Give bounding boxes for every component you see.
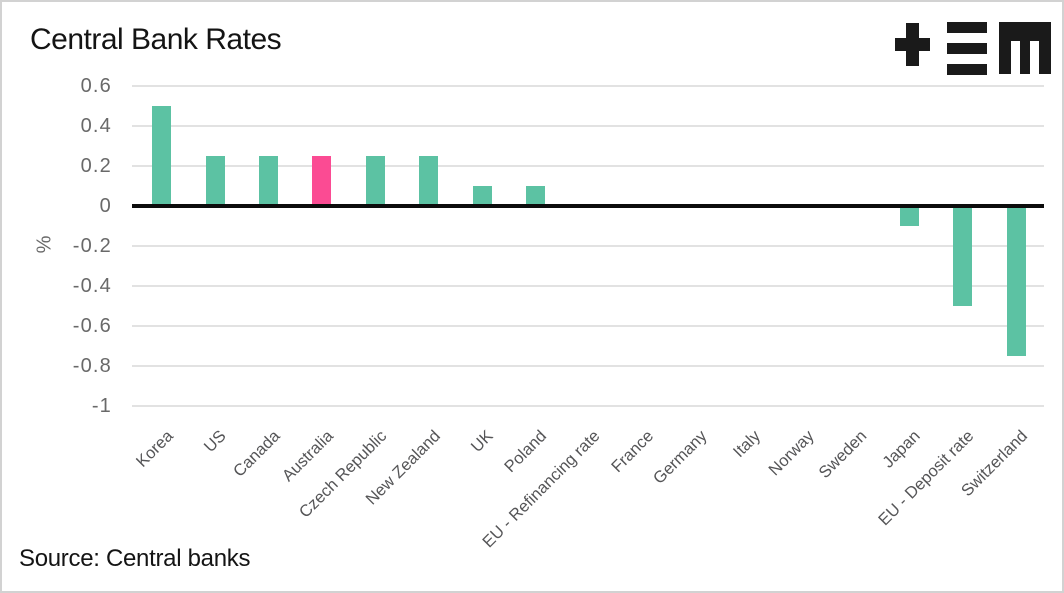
gridline xyxy=(132,405,1044,407)
x-label-poland: Poland xyxy=(501,427,551,477)
x-label-germany: Germany xyxy=(649,427,711,488)
bar-canada xyxy=(259,156,279,206)
y-tick-label: 0.2 xyxy=(80,155,112,177)
bar-switzerland xyxy=(1006,206,1026,356)
bar-poland xyxy=(526,186,546,206)
x-label-sweden: Sweden xyxy=(815,427,871,482)
y-tick-label: -0.8 xyxy=(72,355,112,377)
x-label-france: France xyxy=(608,427,658,477)
y-tick-label: 0.6 xyxy=(80,75,112,97)
bar-new-zealand xyxy=(419,156,439,206)
triple-bar-icon xyxy=(947,22,987,75)
x-label-us: US xyxy=(200,427,230,456)
gridline xyxy=(132,85,1044,87)
gridline xyxy=(132,165,1044,167)
x-label-japan: Japan xyxy=(879,427,925,472)
x-label-uk: UK xyxy=(467,427,497,456)
bar-korea xyxy=(152,106,172,206)
source-note: Source: Central banks xyxy=(19,545,251,572)
bar-australia xyxy=(312,156,332,206)
gridline xyxy=(132,325,1044,327)
zero-axis-line xyxy=(132,204,1044,208)
bar-czech-republic xyxy=(365,156,385,206)
x-label-norway: Norway xyxy=(765,427,818,480)
y-tick-label: -0.4 xyxy=(72,275,112,297)
x-label-canada: Canada xyxy=(229,427,284,481)
y-tick-label: 0 xyxy=(99,195,112,217)
x-label-eu-deposit-rate: EU - Deposit rate xyxy=(875,427,978,530)
y-tick-label: -1 xyxy=(91,395,112,417)
bar-uk xyxy=(472,186,492,206)
y-tick-label: -0.2 xyxy=(72,235,112,257)
bar-us xyxy=(205,156,225,206)
gridline xyxy=(132,245,1044,247)
m-icon xyxy=(999,22,1051,74)
gridline xyxy=(132,365,1044,367)
y-tick-label: -0.6 xyxy=(72,315,112,337)
bar-japan xyxy=(899,206,919,226)
x-label-italy: Italy xyxy=(729,427,764,462)
bar-eu-deposit-rate xyxy=(953,206,973,306)
tem-logo xyxy=(895,22,1051,75)
x-label-korea: Korea xyxy=(132,427,177,471)
gridline xyxy=(132,285,1044,287)
chart-title: Central Bank Rates xyxy=(30,23,282,56)
plus-icon xyxy=(895,23,930,66)
gridline xyxy=(132,125,1044,127)
y-tick-label: 0.4 xyxy=(80,115,112,137)
